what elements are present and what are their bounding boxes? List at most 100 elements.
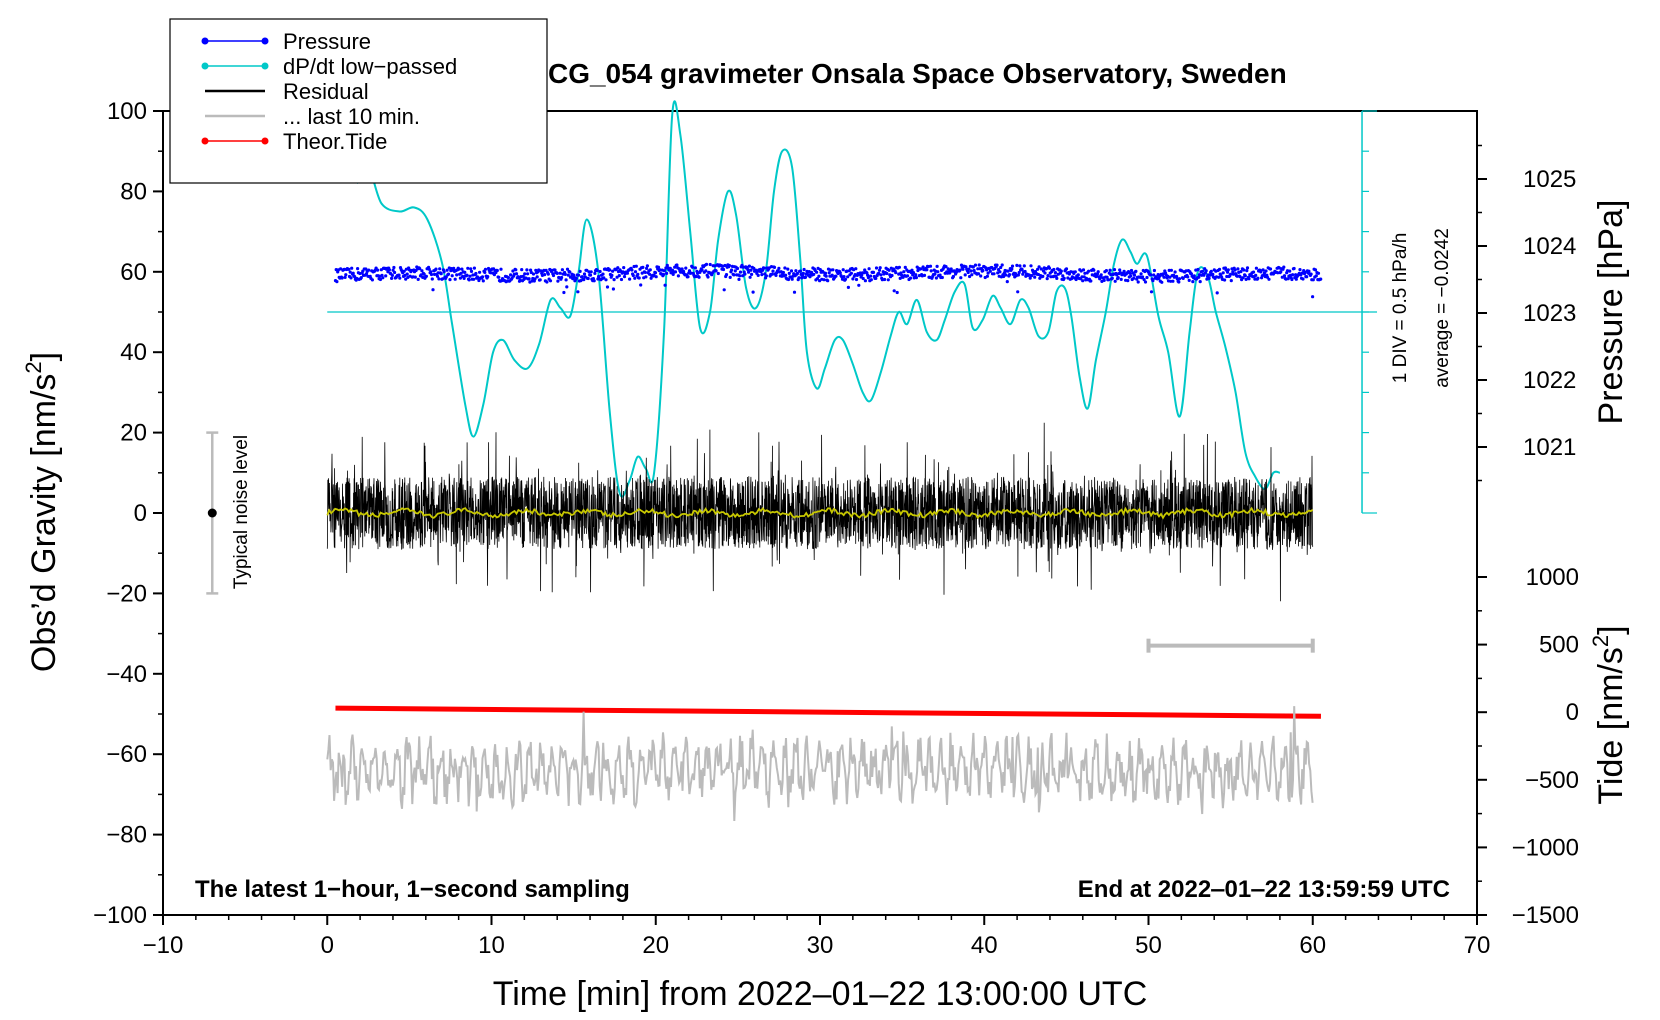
pressure-point bbox=[777, 266, 781, 270]
pressure-point bbox=[656, 265, 661, 269]
pressure-point bbox=[633, 270, 638, 274]
y-tick-label-10: −100 bbox=[93, 902, 147, 929]
y-tick-label-5: 0 bbox=[134, 500, 147, 527]
pressure-point bbox=[364, 267, 368, 271]
pressure-point bbox=[747, 264, 752, 268]
pressure-point bbox=[1175, 277, 1179, 281]
pressure-point bbox=[784, 273, 788, 277]
pressure-point bbox=[999, 265, 1003, 270]
pressure-point bbox=[509, 273, 513, 277]
pressure-point bbox=[364, 272, 369, 276]
pressure-point bbox=[663, 283, 667, 287]
pressure-point bbox=[617, 274, 621, 278]
pressure-point bbox=[1181, 276, 1185, 280]
pressure-point bbox=[435, 274, 440, 278]
x-axis: −10 0 10 20 30 40 50 60 70 bbox=[143, 915, 1490, 959]
y-left-title-close: ] bbox=[25, 352, 63, 361]
pressure-point bbox=[979, 274, 983, 278]
pressure-point bbox=[830, 273, 834, 277]
pressure-point bbox=[727, 263, 732, 268]
pressure-point bbox=[634, 264, 638, 268]
pressure-point bbox=[1267, 277, 1271, 281]
pressure-point bbox=[520, 268, 524, 272]
pressure-point bbox=[1173, 270, 1177, 274]
pressure-point bbox=[1129, 274, 1133, 278]
legend-marker-right-4 bbox=[261, 137, 269, 145]
pressure-point bbox=[1055, 276, 1059, 280]
pressure-point bbox=[622, 275, 627, 279]
pressure-point bbox=[760, 273, 764, 277]
pressure-point bbox=[774, 273, 778, 277]
pressure-point bbox=[716, 271, 720, 276]
pressure-point bbox=[746, 268, 750, 272]
pressure-point bbox=[1211, 272, 1215, 276]
pressure-point bbox=[1169, 268, 1173, 272]
pressure-point bbox=[787, 271, 791, 275]
dpdt-lowpassed-line bbox=[355, 100, 1281, 498]
pressure-point bbox=[545, 280, 549, 284]
pressure-point bbox=[756, 273, 760, 277]
pressure-point bbox=[921, 265, 925, 269]
tide-line bbox=[335, 705, 1321, 719]
y-tick-label-8: −60 bbox=[106, 741, 147, 768]
pressure-point bbox=[812, 272, 816, 276]
pressure-point bbox=[574, 276, 579, 280]
pressure-point bbox=[562, 290, 566, 295]
pressure-point bbox=[1177, 277, 1182, 281]
pressure-point bbox=[1261, 268, 1265, 272]
pressure-point bbox=[1215, 291, 1219, 295]
pressure-point bbox=[450, 274, 454, 278]
pressure-point bbox=[686, 275, 690, 279]
pressure-point bbox=[673, 270, 678, 274]
pressure-point bbox=[483, 267, 488, 271]
pressure-point bbox=[1087, 269, 1091, 273]
pressure-point bbox=[615, 275, 619, 279]
pressure-point bbox=[1162, 275, 1166, 279]
pressure-tick-label-2: 1023 bbox=[1523, 300, 1576, 327]
pressure-point bbox=[977, 263, 981, 267]
pressure-point bbox=[929, 269, 933, 273]
pressure-point bbox=[347, 267, 351, 271]
y-axis-pressure: 1025 1024 1023 1022 1021 bbox=[1477, 144, 1576, 482]
pressure-point bbox=[398, 276, 402, 280]
pressure-point bbox=[1168, 275, 1172, 279]
pressure-point bbox=[568, 270, 572, 274]
pressure-point bbox=[1134, 269, 1138, 273]
pressure-point bbox=[442, 270, 446, 274]
pressure-point bbox=[936, 270, 940, 274]
pressure-point bbox=[730, 268, 734, 272]
pressure-point bbox=[706, 275, 710, 279]
pressure-point bbox=[1022, 264, 1026, 268]
pressure-point bbox=[465, 273, 469, 277]
pressure-point bbox=[714, 269, 718, 273]
pressure-point bbox=[700, 268, 704, 272]
pressure-point bbox=[890, 273, 894, 278]
pressure-point bbox=[770, 272, 774, 276]
pressure-point bbox=[429, 270, 433, 274]
pressure-point bbox=[556, 279, 560, 283]
pressure-point bbox=[1243, 274, 1247, 278]
pressure-point bbox=[353, 275, 357, 279]
pressure-point bbox=[564, 278, 568, 282]
pressure-point bbox=[903, 265, 907, 269]
pressure-point bbox=[648, 268, 652, 272]
pressure-point bbox=[1102, 278, 1106, 282]
pressure-point bbox=[797, 276, 801, 280]
pressure-point bbox=[827, 271, 831, 275]
annotation-noise: Typical noise level bbox=[231, 435, 252, 589]
pressure-point bbox=[704, 269, 708, 273]
pressure-point bbox=[1023, 269, 1027, 274]
tide-tick-label-1: 500 bbox=[1539, 632, 1579, 659]
pressure-point bbox=[867, 267, 871, 271]
legend-marker-right-1 bbox=[261, 62, 269, 70]
pressure-point bbox=[1126, 279, 1130, 283]
residual-line bbox=[326, 422, 1314, 602]
pressure-point bbox=[434, 267, 438, 271]
pressure-point bbox=[1141, 275, 1145, 279]
pressure-point bbox=[622, 266, 626, 270]
pressure-point bbox=[841, 268, 845, 272]
pressure-point bbox=[511, 269, 515, 273]
pressure-point bbox=[988, 269, 992, 273]
pressure-point bbox=[1108, 268, 1112, 272]
pressure-point bbox=[971, 265, 975, 269]
